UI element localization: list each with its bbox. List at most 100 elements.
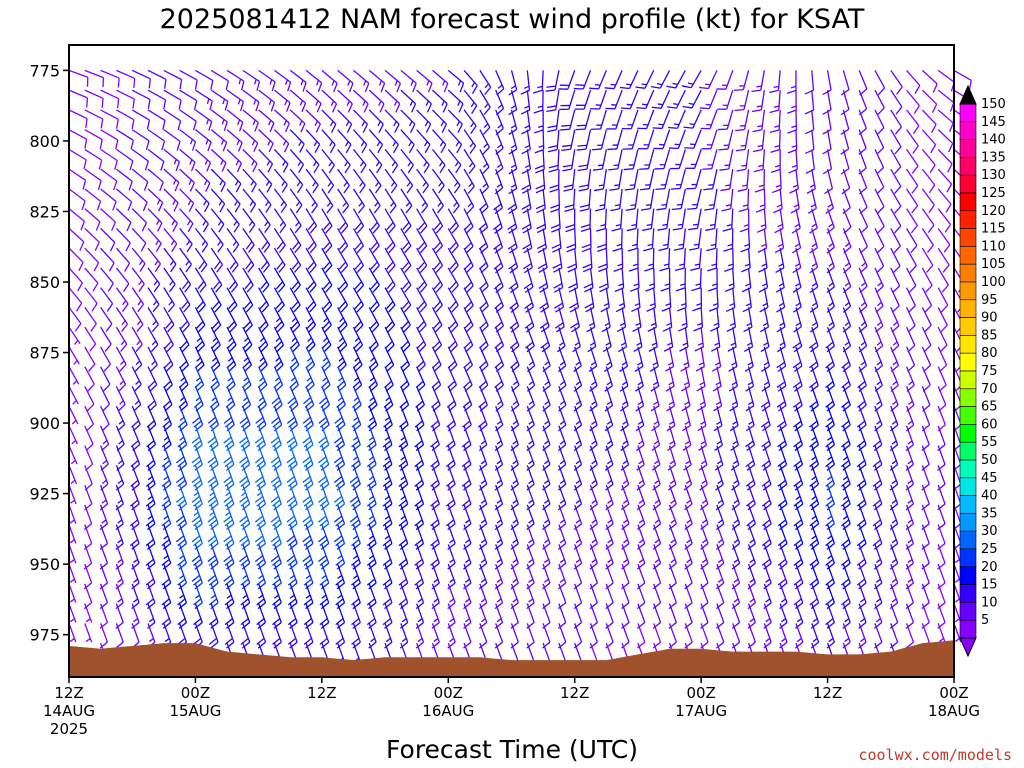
- wind-barb: [463, 544, 472, 570]
- wind-barb: [937, 129, 954, 153]
- wind-barb: [337, 89, 353, 113]
- wind-barb: [793, 504, 804, 531]
- wind-barb: [479, 287, 489, 313]
- wind-barb: [921, 168, 936, 194]
- wind-barb: [270, 465, 282, 491]
- wind-barb: [352, 247, 365, 273]
- colorbar-label: 65: [981, 400, 998, 415]
- wind-barb: [68, 287, 83, 312]
- wind-barb: [161, 563, 172, 590]
- wind-barb: [286, 445, 298, 471]
- wind-barb: [210, 109, 228, 132]
- wind-barb: [542, 544, 551, 570]
- wind-barb: [667, 89, 686, 109]
- wind-barb: [589, 405, 598, 432]
- wind-barb: [100, 227, 116, 252]
- wind-barb: [254, 484, 267, 511]
- wind-barb: [776, 346, 787, 373]
- wind-barb: [841, 563, 851, 590]
- wind-barb: [699, 484, 709, 511]
- wind-barb: [526, 465, 535, 491]
- wind-barb: [672, 208, 686, 231]
- wind-barb: [557, 445, 567, 471]
- colorbar-swatch: [959, 299, 977, 318]
- wind-barb: [447, 326, 458, 353]
- wind-barb: [743, 307, 753, 333]
- wind-barb: [416, 129, 431, 154]
- wind-barb: [242, 326, 253, 353]
- wind-barb: [416, 148, 430, 174]
- wind-barb: [305, 346, 316, 372]
- wind-barb: [333, 425, 346, 452]
- wind-barb: [636, 583, 646, 610]
- wind-barb: [352, 129, 368, 154]
- wind-barb: [84, 208, 101, 231]
- wind-barb: [100, 69, 120, 88]
- wind-barb: [607, 129, 623, 151]
- wind-barb: [890, 188, 902, 214]
- wind-barb: [776, 366, 787, 392]
- wind-barb: [906, 188, 919, 214]
- wind-barb: [714, 445, 724, 471]
- credit-text: coolwx.com/models: [858, 746, 1012, 764]
- wind-barb: [745, 386, 755, 412]
- wind-barb: [666, 405, 676, 432]
- wind-barb: [542, 465, 551, 491]
- colorbar-label: 140: [981, 133, 1006, 148]
- wind-barb: [351, 425, 361, 452]
- wind-barb: [351, 563, 361, 590]
- wind-barb: [191, 465, 203, 491]
- wind-barb: [210, 326, 221, 353]
- wind-barb: [890, 70, 903, 95]
- wind-barb: [559, 89, 576, 111]
- colorbar-label: 5: [981, 613, 989, 628]
- wind-barb: [447, 524, 456, 550]
- wind-barb: [321, 109, 337, 133]
- wind-barb: [289, 208, 302, 234]
- wind-barb: [400, 247, 412, 273]
- wind-barb: [825, 583, 836, 610]
- wind-barb: [635, 386, 645, 412]
- wind-barb: [494, 484, 504, 511]
- wind-barb: [191, 544, 203, 570]
- wind-barb: [809, 366, 819, 392]
- wind-barb: [478, 603, 488, 629]
- wind-barb: [305, 168, 319, 194]
- wind-barb: [616, 307, 627, 333]
- wind-barb: [906, 208, 918, 234]
- wind-barb: [194, 287, 206, 313]
- wind-barb: [906, 307, 916, 333]
- wind-barb: [463, 524, 472, 550]
- wind-barb: [761, 445, 772, 471]
- wind-barb: [254, 544, 267, 570]
- wind-barb: [461, 425, 472, 452]
- wind-barb: [384, 346, 395, 372]
- wind-barb: [100, 326, 112, 352]
- wind-barb: [794, 603, 804, 629]
- wind-barb: [463, 326, 474, 353]
- x-tick-label: 15AUG: [169, 702, 221, 720]
- wind-barb: [621, 603, 630, 629]
- wind-barb: [163, 227, 178, 253]
- wind-barb: [83, 563, 93, 590]
- wind-barb: [131, 247, 146, 272]
- wind-barb: [905, 603, 915, 629]
- wind-barb: [691, 267, 702, 292]
- wind-barb: [240, 583, 251, 610]
- wind-barb: [161, 603, 172, 629]
- wind-barb: [274, 69, 292, 92]
- wind-barb: [621, 504, 630, 531]
- wind-barb: [318, 524, 330, 550]
- wind-barb: [68, 366, 80, 385]
- wind-barb: [841, 405, 851, 432]
- wind-barb: [461, 445, 472, 471]
- wind-barb: [747, 603, 757, 629]
- wind-barb: [604, 405, 614, 432]
- wind-barb: [223, 524, 235, 550]
- wind-barb: [384, 267, 396, 293]
- wind-barb: [700, 109, 718, 130]
- wind-barb: [787, 109, 798, 134]
- wind-barb: [116, 89, 135, 109]
- wind-barb: [604, 425, 614, 452]
- wind-barb: [636, 603, 646, 629]
